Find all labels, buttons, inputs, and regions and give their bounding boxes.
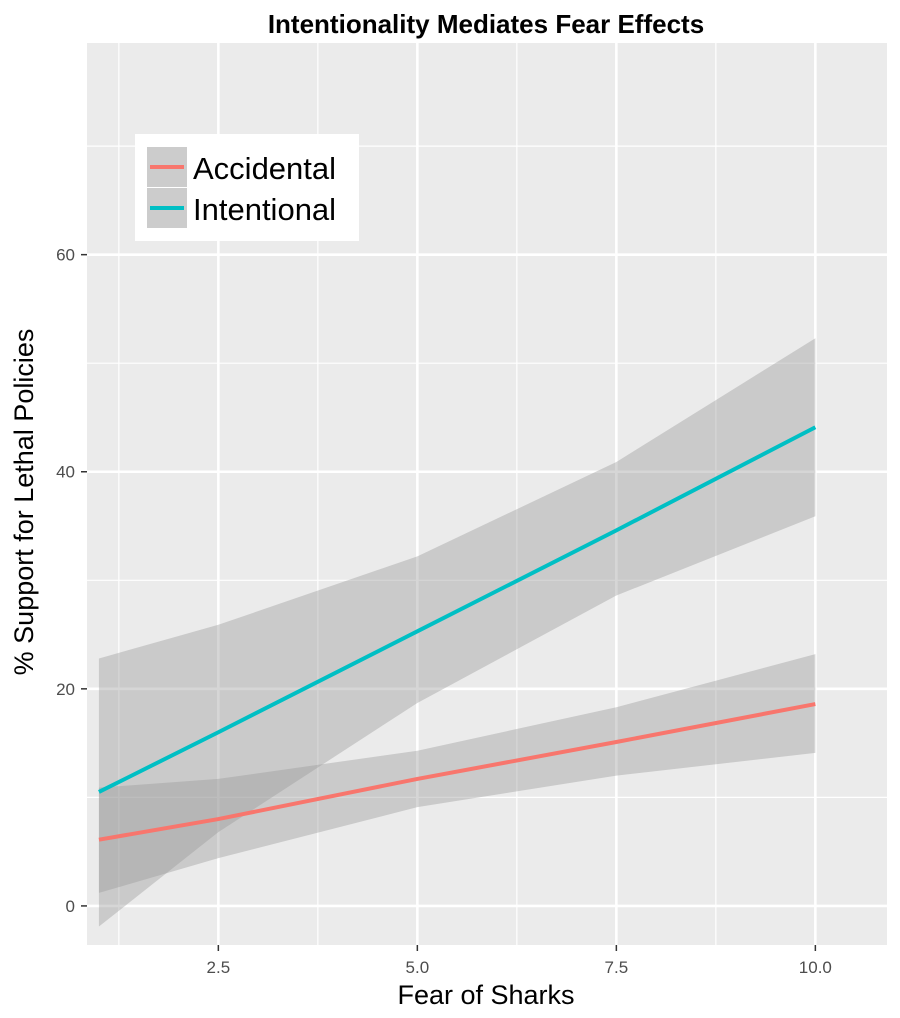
legend-label-intentional: Intentional: [193, 192, 336, 227]
x-axis: 2.5 5.0 7.5 10.0: [207, 945, 832, 977]
series-lines: [98, 425, 817, 842]
chart-title: Intentionality Mediates Fear Effects: [268, 9, 704, 39]
y-tick-label: 0: [66, 897, 75, 916]
y-tick-label: 60: [56, 246, 75, 265]
x-axis-title: Fear of Sharks: [397, 980, 574, 1010]
confidence-band-intentional: [98, 338, 816, 927]
x-tick-label: 2.5: [207, 958, 231, 977]
x-tick-label: 5.0: [406, 958, 430, 977]
y-axis: 0 20 40 60: [56, 246, 87, 916]
series-line-intentional: [98, 425, 817, 794]
y-tick-label: 20: [56, 680, 75, 699]
y-tick-label: 40: [56, 463, 75, 482]
x-tick-label: 10.0: [799, 958, 832, 977]
legend: Accidental Intentional: [135, 134, 359, 241]
legend-label-accidental: Accidental: [193, 151, 336, 186]
y-axis-title: % Support for Lethal Policies: [9, 329, 39, 676]
series-line-accidental: [98, 702, 816, 842]
x-tick-label: 7.5: [605, 958, 629, 977]
